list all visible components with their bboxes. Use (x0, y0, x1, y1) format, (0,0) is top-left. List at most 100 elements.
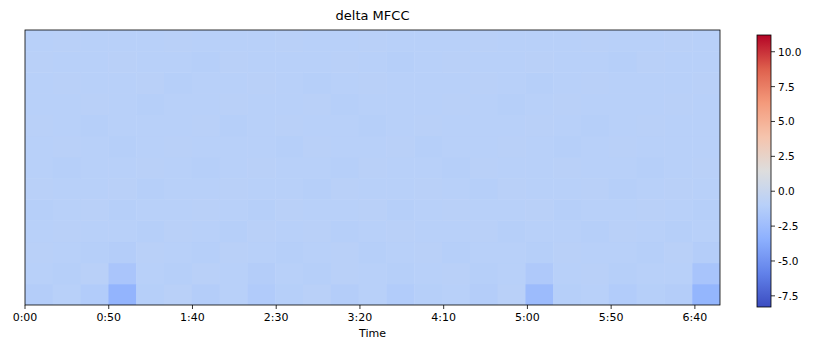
cell (414, 51, 442, 73)
cell (81, 93, 109, 115)
x-tick (611, 305, 612, 309)
cell (414, 72, 442, 94)
cell (442, 72, 470, 94)
cell (303, 93, 331, 115)
colorbar-tick (771, 295, 775, 296)
cell (247, 30, 275, 52)
cell (553, 220, 581, 242)
cell (25, 93, 53, 115)
cell (414, 284, 442, 305)
cell (692, 93, 720, 115)
colorbar-tick-label: 10.0 (778, 46, 801, 58)
colorbar-tick (771, 191, 775, 192)
cell (275, 199, 303, 221)
cell (609, 263, 637, 285)
cell (386, 157, 414, 179)
cell (247, 199, 275, 221)
x-tick-label: 6:40 (683, 311, 708, 324)
cell (303, 178, 331, 200)
colorbar-tick (771, 156, 775, 157)
cell (470, 178, 498, 200)
colorbar-tick-label: -5.0 (778, 255, 799, 267)
cell (470, 51, 498, 73)
plot-frame (25, 30, 720, 305)
cell (25, 157, 53, 179)
cell (331, 115, 359, 137)
cell (359, 199, 387, 221)
x-tick (192, 305, 193, 309)
cell (53, 178, 81, 200)
cell (53, 284, 81, 305)
cell (220, 136, 248, 158)
cell (609, 242, 637, 264)
cell (637, 284, 665, 305)
cell (664, 284, 692, 305)
cell (664, 263, 692, 285)
cell (525, 51, 553, 73)
cell (220, 72, 248, 94)
cell (136, 157, 164, 179)
x-tick (359, 305, 360, 309)
cell (192, 51, 220, 73)
cell (220, 30, 248, 52)
cell (192, 30, 220, 52)
cell (498, 115, 526, 137)
cell (414, 136, 442, 158)
cell (275, 51, 303, 73)
cell (553, 136, 581, 158)
cell (192, 115, 220, 137)
cell (220, 242, 248, 264)
cell (581, 284, 609, 305)
cell (220, 93, 248, 115)
cell (192, 93, 220, 115)
cell (108, 199, 136, 221)
cell (275, 242, 303, 264)
cell (498, 51, 526, 73)
cell (303, 284, 331, 305)
cell (386, 220, 414, 242)
cell (498, 93, 526, 115)
colorbar-tick (771, 86, 775, 87)
cell (692, 51, 720, 73)
cell (359, 220, 387, 242)
cell (192, 263, 220, 285)
cell (525, 115, 553, 137)
cell (442, 263, 470, 285)
cell (359, 263, 387, 285)
cell (303, 136, 331, 158)
cell (581, 115, 609, 137)
cell (164, 72, 192, 94)
cell (81, 242, 109, 264)
cell (275, 157, 303, 179)
cell (247, 263, 275, 285)
cell (581, 51, 609, 73)
cell (81, 199, 109, 221)
cell (609, 51, 637, 73)
x-tick (108, 305, 109, 309)
cell (386, 93, 414, 115)
cell (164, 242, 192, 264)
cell (609, 284, 637, 305)
cell (525, 93, 553, 115)
cell (53, 115, 81, 137)
cell (359, 242, 387, 264)
cell (664, 220, 692, 242)
cell (220, 115, 248, 137)
cell (25, 242, 53, 264)
colorbar (757, 35, 771, 307)
cell (192, 178, 220, 200)
cell (414, 115, 442, 137)
cell (553, 93, 581, 115)
cell (220, 157, 248, 179)
cell (637, 242, 665, 264)
cell (331, 263, 359, 285)
cell (692, 115, 720, 137)
cell (609, 115, 637, 137)
cell (108, 178, 136, 200)
cell (53, 51, 81, 73)
cell (247, 115, 275, 137)
cell (386, 30, 414, 52)
cell (247, 242, 275, 264)
cell (53, 72, 81, 94)
cell (81, 220, 109, 242)
